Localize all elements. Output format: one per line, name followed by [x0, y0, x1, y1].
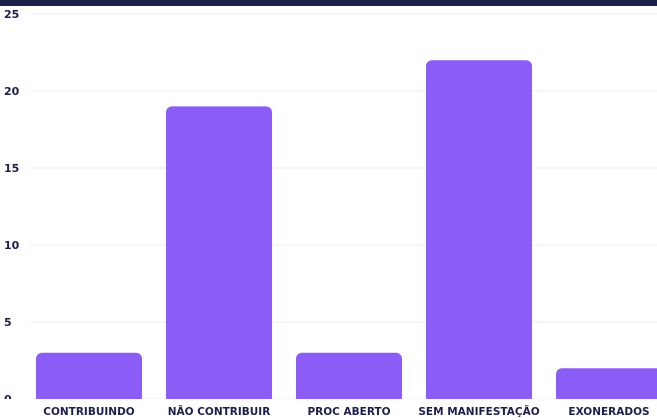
top-band	[0, 0, 657, 6]
x-category-label: EXONERADOS	[568, 406, 649, 418]
y-tick-label: 10	[4, 239, 20, 252]
x-category-label: CONTRIBUINDO	[43, 406, 135, 418]
x-category-label: SEM MANIFESTAÇÃO	[418, 405, 539, 418]
y-tick-label: 15	[4, 162, 19, 175]
x-axis-labels: CONTRIBUINDO NÃO CONTRIBUIR PROC ABERTO SEM…	[43, 405, 649, 418]
y-tick-label: 20	[4, 85, 20, 98]
y-tick-label: 25	[4, 8, 19, 21]
bars	[0, 60, 657, 404]
y-axis-ticks: 0510152025	[4, 8, 20, 406]
y-tick-label: 5	[4, 316, 12, 329]
bar-4	[556, 368, 657, 403]
bar-0	[36, 352, 142, 403]
gridlines	[30, 13, 657, 400]
bar-3	[426, 60, 532, 403]
bar-1	[166, 106, 272, 404]
x-category-label: NÃO CONTRIBUIR	[168, 405, 271, 418]
baseline-mask	[0, 399, 657, 404]
bar-2	[296, 352, 402, 403]
x-category-label: PROC ABERTO	[307, 406, 390, 418]
